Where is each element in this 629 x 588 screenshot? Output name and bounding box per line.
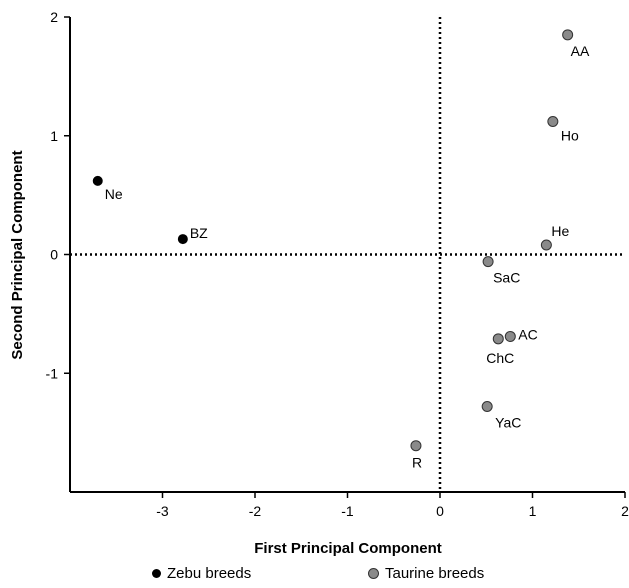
x-tick-label: -2 (249, 503, 262, 519)
data-point-r (410, 440, 422, 452)
x-tick-label: -3 (156, 503, 169, 519)
taurine-marker-icon (368, 568, 379, 579)
legend-label-taurine: Taurine breeds (385, 565, 485, 582)
zebu-marker-icon (152, 569, 161, 578)
reference-lines (70, 17, 625, 492)
y-tick-label: 1 (50, 128, 58, 144)
point-label-yac: YaC (495, 415, 521, 431)
x-tick-label: -1 (341, 503, 354, 519)
point-label-aa: AA (571, 43, 590, 59)
axes: -3 -2 -1 0 1 2 -1 0 1 2 (46, 9, 629, 519)
x-tick-label: 2 (621, 503, 629, 519)
point-label-bz: BZ (190, 225, 208, 241)
data-point-aa (562, 29, 574, 41)
legend-label-zebu: Zebu breeds (167, 565, 252, 582)
x-tick-label: 0 (436, 503, 444, 519)
point-label-ne: Ne (105, 186, 123, 202)
y-tick-label: 2 (50, 9, 58, 25)
point-label-ac: AC (518, 326, 537, 342)
data-point-chc (492, 333, 504, 345)
x-axis-title: First Principal Component (254, 540, 442, 557)
data-point-sac (482, 256, 494, 268)
data-point-ac (504, 330, 516, 342)
data-point-ho (547, 116, 559, 127)
data-point-he (540, 239, 552, 251)
data-point-ne (92, 175, 103, 186)
y-tick-label: 0 (50, 247, 58, 263)
point-label-r: R (412, 455, 422, 471)
y-axis-title: Second Principal Component (9, 150, 26, 359)
y-tick-label: -1 (46, 365, 59, 381)
point-label-ho: Ho (561, 128, 579, 144)
data-points (92, 29, 574, 452)
point-label-he: He (551, 223, 569, 239)
point-label-sac: SaC (493, 270, 520, 286)
data-point-yac (481, 401, 493, 412)
legend-item-taurine: Taurine breeds (368, 565, 484, 582)
point-label-chc: ChC (486, 350, 514, 366)
data-point-bz (177, 234, 188, 245)
legend-item-zebu: Zebu breeds (152, 565, 251, 582)
x-tick-label: 1 (529, 503, 537, 519)
